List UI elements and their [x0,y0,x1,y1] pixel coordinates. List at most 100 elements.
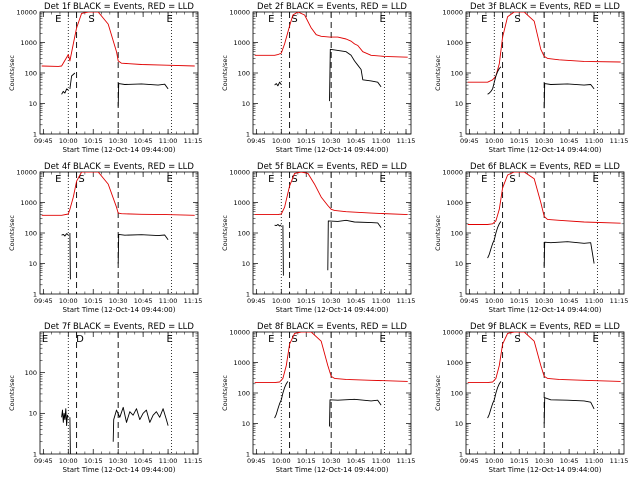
chart-title: Det 5f BLACK = Events, RED = LLD [257,162,407,172]
x-tick-label: 11:00 [585,457,604,465]
chart-panel-3f: Det 3f BLACK = Events, RED = LLD 1 10 100 10… [434,2,628,154]
y-tick-label: 1000 [446,39,463,47]
chart-title: Det 6f BLACK = Events, RED = LLD [470,162,620,172]
y-tick-label: 1 [459,450,463,458]
x-axis-label: Start Time (12-Oct-14 09:44:00) [63,306,176,314]
chart-title: Det 2f BLACK = Events, RED = LLD [257,2,407,12]
y-tick-label: 1000 [233,359,250,367]
phase-marker: E [55,174,61,185]
x-tick-label: 09:45 [34,137,53,145]
chart-panel-9f: Det 9f BLACK = Events, RED = LLD 1 10 100 10… [434,322,628,474]
phase-marker: S [291,14,297,25]
chart-panel-4f: Det 4f BLACK = Events, RED = LLD 1 10 100 10… [8,162,202,314]
x-tick-label: 11:00 [159,297,178,305]
phase-marker: E [593,14,599,25]
y-tick-label: 1 [246,450,250,458]
y-tick-label: 1 [33,290,37,298]
x-tick-label: 10:15 [510,297,529,305]
y-tick-label: 10000 [442,328,463,336]
y-tick-label: 1000 [20,199,37,207]
x-axis-label: Start Time (12-Oct-14 09:44:00) [489,306,602,314]
x-tick-label: 11:00 [585,297,604,305]
y-tick-label: 100 [451,389,463,397]
x-tick-label: 10:30 [322,297,341,305]
x-tick-label: 11:00 [159,137,178,145]
phase-marker: S [509,174,515,185]
x-tick-label: 10:00 [485,457,504,465]
plot-frame [465,171,625,295]
x-tick-label: 09:45 [247,137,266,145]
events-series-line [329,398,382,427]
y-tick-label: 1 [246,290,250,298]
x-tick-label: 10:45 [347,137,366,145]
phase-marker: E [481,14,487,25]
plot-frame [465,331,625,455]
phase-marker: E [268,174,274,185]
y-tick-label: 100 [25,229,37,237]
events-series-line [543,397,595,424]
y-tick-label: 100 [451,229,463,237]
y-tick-label: 10000 [229,168,250,176]
chart-panel-1f: Det 1f BLACK = Events, RED = LLD 1 10 100 10… [8,2,202,154]
x-tick-label: 11:15 [397,137,416,145]
x-tick-label: 10:45 [134,137,153,145]
events-series-line [274,81,282,87]
x-axis-label: Start Time (12-Oct-14 09:44:00) [276,306,389,314]
x-tick-label: 10:00 [59,457,78,465]
x-tick-label: 11:15 [397,457,416,465]
x-tick-label: 10:45 [560,457,579,465]
plot-frame [39,331,199,455]
events-series-line [69,417,71,454]
y-tick-label: 1 [459,130,463,138]
x-tick-label: 10:15 [84,297,103,305]
chart-panel-2f: Det 2f BLACK = Events, RED = LLD 1 10 100 10… [221,2,415,154]
y-tick-label: 100 [238,389,250,397]
x-axis-label: Start Time (12-Oct-14 09:44:00) [63,466,176,474]
y-tick-label: 1000 [446,359,463,367]
y-axis-label: Counts/sec [8,375,16,411]
phase-marker: D [76,334,84,345]
x-tick-label: 10:00 [272,137,291,145]
x-tick-label: 09:45 [460,297,479,305]
y-tick-label: 1000 [233,39,250,47]
chart-panel-6f: Det 6f BLACK = Events, RED = LLD 1 10 100 10… [434,162,628,314]
lld-series-line [254,332,408,384]
x-tick-label: 10:15 [297,137,316,145]
chart-title: Det 3f BLACK = Events, RED = LLD [470,2,620,12]
y-tick-label: 10 [455,260,463,268]
x-tick-label: 09:45 [34,297,53,305]
plot-frame [252,171,412,295]
plot-frame [252,331,412,455]
events-series-line [117,233,169,264]
x-tick-label: 11:00 [372,137,391,145]
phase-marker: S [514,14,520,25]
x-tick-label: 10:30 [109,297,128,305]
x-tick-label: 10:45 [347,457,366,465]
x-tick-label: 10:15 [297,297,316,305]
lld-series-line [467,12,621,83]
y-tick-label: 100 [25,369,37,377]
x-tick-label: 09:45 [247,457,266,465]
x-tick-label: 09:45 [460,457,479,465]
x-tick-label: 10:30 [109,457,128,465]
phase-marker: S [291,334,297,345]
x-tick-label: 09:45 [460,137,479,145]
events-series-line [117,83,169,107]
phase-marker: E [55,14,61,25]
x-tick-label: 10:15 [510,457,529,465]
events-series-line [274,224,282,227]
y-axis-label: Counts/sec [434,215,442,251]
events-series-line [543,83,595,109]
x-tick-label: 11:15 [397,297,416,305]
x-tick-label: 10:30 [322,137,341,145]
series-group [41,12,195,107]
y-tick-label: 100 [238,69,250,77]
x-tick-label: 10:45 [560,297,579,305]
x-tick-label: 11:15 [610,457,629,465]
x-tick-label: 10:15 [510,137,529,145]
y-tick-label: 100 [25,69,37,77]
y-tick-label: 10 [242,420,250,428]
series-group [61,406,169,454]
x-tick-label: 10:45 [560,137,579,145]
